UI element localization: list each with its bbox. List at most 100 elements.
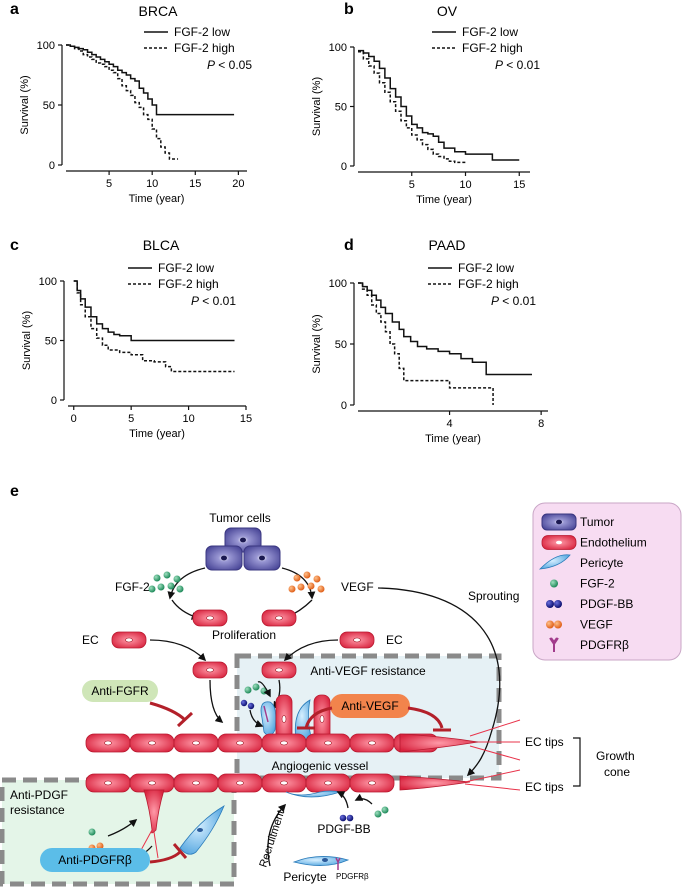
fgf2-cluster [148,571,184,593]
legend-label: PDGFRβ [580,638,629,652]
ec-label-left: EC [82,633,99,647]
anti-vegf-resistance-label: Anti-VEGF resistance [310,664,426,678]
panel-letter-c: c [10,237,19,254]
legend-label-high: FGF-2 high [458,277,519,291]
panel-letter-d: d [344,237,354,254]
legend-label: Pericyte [580,556,624,570]
tumor-cells-label: Tumor cells [209,511,271,525]
fgf2-label: FGF-2 [115,580,150,594]
x-tick-label: 20 [232,178,244,190]
y-tick-label: 0 [341,161,347,173]
p-value-label: P < 0.01 [191,294,236,308]
vegf-cluster [288,571,325,593]
chart-title: PAAD [428,237,465,253]
chart-title: BLCA [143,237,180,253]
vegf-label: VEGF [341,580,374,594]
legend-label-low: FGF-2 low [458,261,514,275]
x-tick-label: 4 [447,418,453,430]
pdgfbb-cluster [339,814,354,822]
endothelial-nucleus [104,740,112,746]
vessel-pericyte [285,790,342,798]
anti-pdgfrb-pill [40,848,150,872]
sprouting-label: Sprouting [468,589,519,603]
panel-letter-e: e [10,483,19,500]
series-line-fgf2-high [358,51,466,164]
endothelial-nucleus [324,780,332,786]
x-axis-label: Time (year) [416,194,472,206]
legend-label-low: FGF-2 low [158,261,214,275]
x-tick-label: 10 [459,179,471,191]
angiogenesis-diagram: e Tumor cells FGF-2 VEGF [0,483,682,887]
pdgf-region-cells [88,789,225,859]
chart-panel-a: a BRCA 0 50 100 5 10 15 20 Time (year) Survival (%… [10,1,252,205]
p-value-label: P < 0.01 [491,294,536,308]
legend-label: VEGF [580,618,613,632]
legend-label-high: FGF-2 high [462,41,523,55]
anti-fgfr-label: Anti-FGFR [91,684,149,698]
y-tick-label: 50 [43,100,55,112]
y-tick-label: 100 [39,276,57,288]
endothelial-nucleus [148,740,156,746]
panel-letter-a: a [10,1,19,18]
ec-label-right: EC [386,633,403,647]
x-tick-label: 10 [146,178,158,190]
legend-label-high: FGF-2 high [174,41,235,55]
pericyte-label: Pericyte [283,870,327,884]
legend: Tumor Endothelium Pericyte FGF-2 PDGF-BB VEGF… [538,513,647,652]
endothelial-nucleus [368,740,376,746]
series-line-fgf2-high [358,282,494,405]
series-line-fgf2-high [66,44,179,160]
series-line-fgf2-low [358,282,532,376]
endothelial-nucleus [236,740,244,746]
legend-label: PDGF-BB [580,597,633,611]
y-tick-label: 100 [329,278,347,290]
pdgfrb-small-label: PDGFRβ [336,872,369,881]
fgf2-dot-icon [550,579,558,588]
y-tick-label: 100 [329,42,347,54]
x-axis-label: Time (year) [129,193,185,205]
y-tick-label: 0 [51,395,57,407]
legend-label-high: FGF-2 high [158,277,219,291]
anti-fgfr-pill [82,680,158,702]
series-line-fgf2-high [73,280,235,373]
ec-tips-label-1: EC tips [525,735,564,749]
vessel-bottom-row [85,773,395,793]
x-axis-label: Time (year) [425,433,481,445]
x-axis-label: Time (year) [129,428,185,440]
series-line-fgf2-low [66,44,235,116]
x-tick-label: 15 [240,413,252,425]
vegf-dot-icon [546,620,562,629]
endothelial-nucleus [104,780,112,786]
y-axis-label: Survival (%) [19,75,31,134]
pericyte-icon [538,554,571,570]
y-tick-label: 50 [45,336,57,348]
panel-letter-b: b [344,1,354,18]
legend-label: FGF-2 [580,577,615,591]
proliferation-label: Proliferation [212,628,276,642]
y-axis-label: Survival (%) [21,311,33,370]
ec-cells [111,609,375,679]
endothelial-nucleus [368,780,376,786]
pdgf-bb-label: PDGF-BB [317,822,370,836]
endothelium-icon [541,535,577,550]
endothelial-nucleus [192,780,200,786]
y-tick-label: 100 [37,40,55,52]
endothelial-nucleus [236,780,244,786]
endothelial-nucleus [192,740,200,746]
vegf-region-cells [240,683,331,744]
anti-pdgf-resistance-label-1: Anti-PDGF [10,788,68,802]
legend-label-low: FGF-2 low [174,25,230,39]
legend-label: Endothelium [580,536,647,550]
y-axis-label: Survival (%) [311,314,323,373]
y-tick-label: 0 [341,400,347,412]
legend-label-low: FGF-2 low [462,25,518,39]
anti-pdgf-resistance-label-2: resistance [10,803,65,817]
chart-panel-b: b OV 0 50 100 5 10 15 Time (year) Survival (%) FGF… [311,1,540,206]
chart-title: BRCA [139,3,179,19]
endothelial-nucleus [280,780,288,786]
tumor-cell-icon [541,513,577,531]
y-tick-label: 0 [49,160,55,172]
fgf2-pair [374,806,389,818]
